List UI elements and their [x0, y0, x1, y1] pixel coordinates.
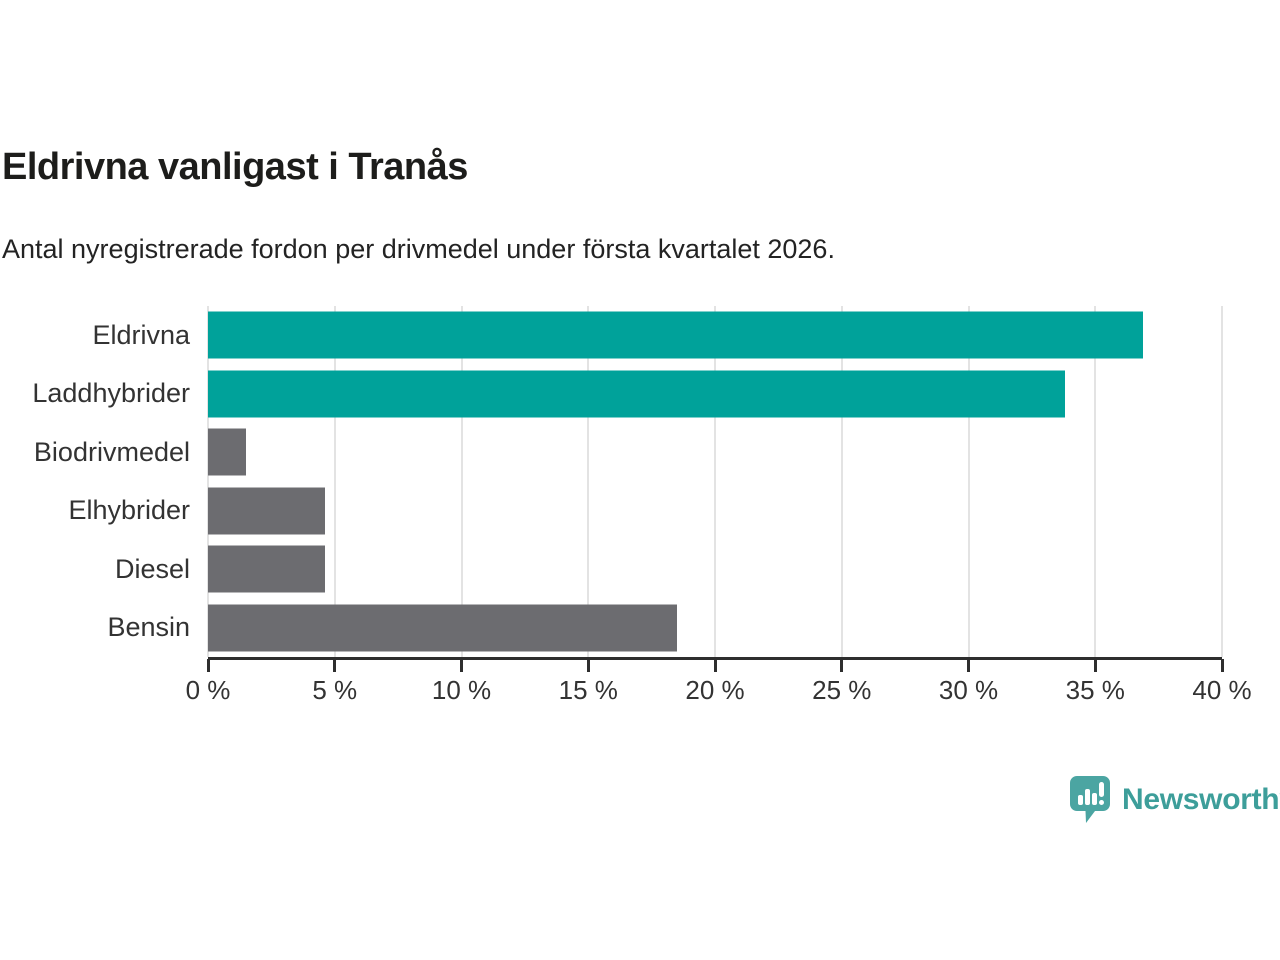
tick-mark: [967, 659, 970, 672]
bar-track: [208, 365, 1222, 424]
bar-track: [208, 423, 1222, 482]
bar-chart-speech-bubble-icon: [1070, 776, 1110, 823]
category-label: Biodrivmedel: [33, 436, 190, 467]
bar-track: [208, 599, 1222, 658]
tick-label: 25 %: [812, 675, 872, 705]
x-axis-line: [208, 657, 1222, 660]
x-axis: 0 % 5 % 10 % 15 % 20 % 25 % 30 % 35 % 40 %: [186, 657, 1252, 707]
bar: [208, 370, 1065, 418]
brand-footer: Newsworthy: [1068, 772, 1280, 828]
chart-subtitle: Antal nyregistrerade fordon per drivmede…: [2, 234, 835, 264]
bar-row: Elhybrider: [0, 482, 1222, 541]
gridline: [333, 306, 336, 657]
tick-mark: [460, 659, 463, 672]
tick-mark: [1220, 659, 1224, 672]
bar-row: Diesel: [0, 540, 1222, 599]
bar: [208, 545, 325, 593]
gridline: [1221, 306, 1223, 657]
chart-title: Eldrivna vanligast i Tranås: [2, 146, 468, 188]
category-label: Elhybrider: [68, 495, 190, 526]
bar-chart: Eldrivna Laddhybrider Biodrivmedel Elhybrid…: [0, 306, 1252, 705]
gridline: [714, 306, 716, 657]
category-label: Eldrivna: [92, 319, 190, 350]
gridline: [587, 306, 590, 657]
tick-mark: [840, 659, 844, 672]
bar-track: [208, 540, 1222, 599]
bar: [208, 487, 325, 535]
gridline: [207, 306, 209, 657]
bar-track: [208, 306, 1222, 365]
tick-mark: [333, 659, 337, 672]
tick-label: 0 %: [185, 675, 231, 705]
tick-mark: [206, 659, 210, 672]
bar-row: Eldrivna: [0, 306, 1222, 365]
tick-label: 15 %: [558, 675, 618, 705]
gridline: [967, 306, 970, 657]
bar-row: Bensin: [0, 599, 1222, 658]
tick-mark: [586, 659, 590, 672]
category-label: Bensin: [107, 612, 190, 643]
tick-mark: [1093, 659, 1097, 672]
brand-name: Newsworthy: [1122, 783, 1280, 816]
category-label: Diesel: [114, 553, 190, 584]
bar-row: Laddhybrider: [0, 365, 1222, 424]
category-label: Laddhybrider: [32, 378, 190, 409]
bar: [208, 311, 1144, 359]
tick-label: 10 %: [431, 675, 492, 705]
bar: [208, 428, 247, 476]
chart-gridlines: [207, 306, 1223, 657]
tick-label: 5 %: [312, 675, 358, 705]
tick-label: 30 %: [938, 675, 999, 705]
bar-track: [208, 482, 1222, 541]
gridline: [840, 306, 843, 657]
chart-rows: Eldrivna Laddhybrider Biodrivmedel Elhybrid…: [0, 306, 1222, 657]
tick-label: 20 %: [685, 675, 745, 705]
tick-label: 35 %: [1065, 675, 1125, 705]
bar: [208, 604, 677, 652]
tick-label: 40 %: [1192, 675, 1252, 705]
gridline: [1094, 306, 1097, 657]
tick-mark: [713, 659, 717, 672]
bar-row: Biodrivmedel: [0, 423, 1222, 482]
gridline: [460, 306, 463, 657]
